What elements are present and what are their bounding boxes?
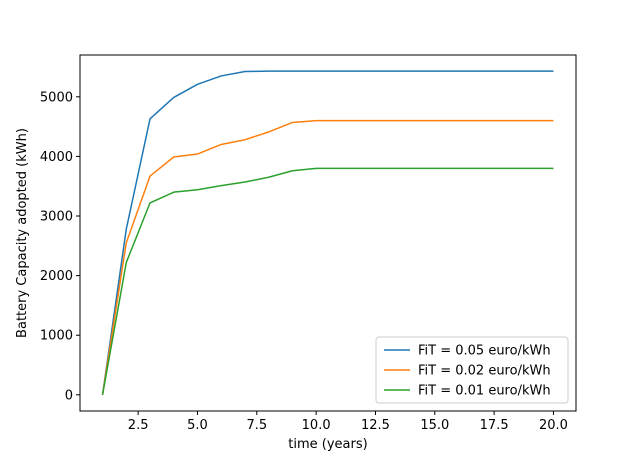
series-layer (101, 70, 554, 395)
legend: FiT = 0.05 euro/kWh FiT = 0.02 euro/kWh Fi… (375, 336, 569, 404)
y-axis-label: Battery Capacity adopted (kWh) (15, 128, 30, 338)
legend-label: FiT = 0.01 euro/kWh (418, 384, 551, 399)
x-tick-label: 15.0 (420, 418, 449, 433)
x-tick-label: 10.0 (302, 418, 331, 433)
series-line-2 (101, 119, 554, 395)
x-tick-label: 2.5 (128, 418, 149, 433)
y-tick-label: 4000 (40, 150, 73, 165)
legend-box (375, 336, 569, 404)
legend-label: FiT = 0.02 euro/kWh (418, 364, 551, 379)
y-tick-label: 0 (65, 388, 73, 403)
y-tick-label: 2000 (40, 269, 73, 284)
x-tick-label: 7.5 (246, 418, 267, 433)
x-tick-label: 17.5 (480, 418, 509, 433)
y-tick-label: 1000 (40, 329, 73, 344)
y-axis-ticks: 0 1000 2000 3000 4000 5000 (40, 90, 80, 403)
y-tick-label: 5000 (40, 90, 73, 105)
x-axis-label: time (years) (288, 437, 367, 452)
series-line-1 (101, 70, 554, 395)
x-tick-label: 5.0 (187, 418, 208, 433)
x-tick-label: 12.5 (361, 418, 390, 433)
x-tick-label: 20.0 (539, 418, 568, 433)
legend-label: FiT = 0.05 euro/kWh (418, 344, 551, 359)
plot-frame (79, 54, 577, 412)
y-tick-label: 3000 (40, 210, 73, 225)
x-axis-ticks: 2.5 5.0 7.5 10.0 12.5 15.0 17.5 20.0 (128, 411, 568, 433)
series-line-3 (101, 167, 554, 395)
